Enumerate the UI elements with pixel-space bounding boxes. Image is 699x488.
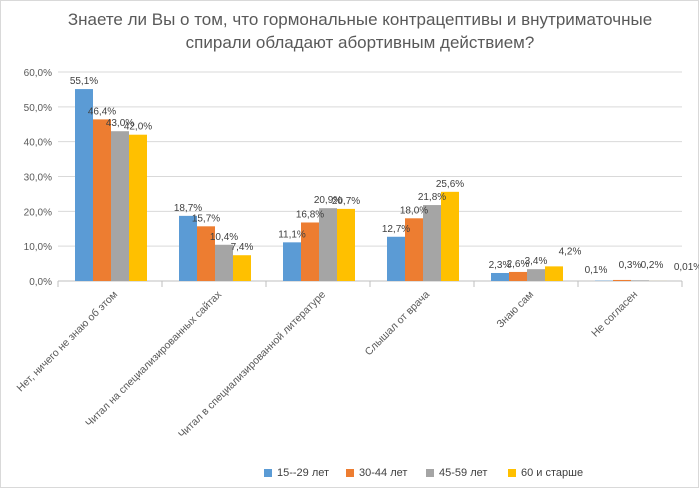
data-label: 55,1% — [70, 76, 98, 87]
y-tick-label: 60,0% — [24, 68, 52, 79]
bar — [545, 266, 563, 281]
legend-item: 60 и старше — [508, 466, 583, 480]
category-label: Знаю сам — [494, 289, 536, 331]
bar — [441, 191, 459, 281]
data-label: 46,4% — [88, 106, 116, 117]
data-label: 42,0% — [124, 122, 152, 133]
data-label: 3,4% — [525, 256, 548, 267]
bar — [423, 205, 441, 281]
legend-swatch — [426, 469, 434, 477]
data-label: 18,0% — [400, 205, 428, 216]
bar — [197, 226, 215, 281]
legend-label: 60 и старше — [521, 467, 584, 479]
bar — [387, 236, 405, 281]
data-label: 25,6% — [436, 179, 464, 190]
bar — [491, 272, 509, 281]
legend-swatch — [264, 469, 272, 477]
bar — [111, 131, 129, 281]
data-label: 2,3% — [489, 260, 512, 271]
legend-label: 15--29 лет — [277, 467, 330, 479]
bar — [215, 244, 233, 281]
data-label: 16,8% — [296, 209, 324, 220]
bar — [179, 215, 197, 281]
legend-label: 30-44 лет — [359, 467, 408, 479]
y-tick-label: 40,0% — [24, 138, 52, 149]
data-label: 20,7% — [332, 196, 360, 207]
category-label: Не согласен — [589, 289, 640, 340]
data-label: 4,2% — [559, 246, 582, 257]
bar — [631, 280, 649, 281]
bar — [337, 208, 355, 281]
data-label: 21,8% — [418, 192, 446, 203]
data-label: 18,7% — [174, 203, 202, 214]
data-label: 11,1% — [278, 229, 306, 240]
data-label: 12,7% — [382, 224, 410, 235]
data-label: 10,4% — [210, 232, 238, 243]
bar — [233, 255, 251, 281]
bar — [319, 208, 337, 281]
legend-swatch — [508, 469, 516, 477]
data-label: 0,3% — [619, 260, 642, 271]
data-label: 15,7% — [192, 213, 220, 224]
bar — [93, 119, 111, 281]
category-label: Нет, ничего не знаю об этом — [15, 289, 121, 395]
bar — [527, 269, 545, 281]
legend-item: 45-59 лет — [426, 466, 487, 480]
data-label: 7,4% — [231, 242, 254, 253]
data-label: 0,01% — [674, 262, 699, 273]
chart-legend: 15--29 лет 30-44 лет 45-59 лет 60 и старше — [0, 466, 699, 482]
bar — [301, 222, 319, 281]
data-label: 20,9% — [314, 195, 342, 206]
legend-item: 30-44 лет — [346, 466, 407, 480]
bar — [129, 134, 147, 281]
y-tick-label: 20,0% — [24, 207, 52, 218]
bar — [405, 218, 423, 281]
legend-label: 45-59 лет — [439, 467, 488, 479]
bar — [613, 279, 631, 281]
data-label: 43,0% — [106, 118, 134, 129]
y-tick-label: 0,0% — [29, 277, 52, 288]
y-tick-label: 10,0% — [24, 242, 52, 253]
chart-title: Знаете ли Вы о том, что гормональные кон… — [67, 10, 653, 52]
data-label: 2,6% — [507, 259, 530, 270]
category-label: Слышал от врача — [363, 289, 433, 359]
y-tick-label: 50,0% — [24, 103, 52, 114]
bar — [75, 89, 93, 282]
bar — [283, 242, 301, 281]
y-tick-label: 30,0% — [24, 173, 52, 184]
data-label: 0,1% — [585, 265, 608, 276]
data-label: 0,2% — [641, 260, 664, 271]
legend-item: 15--29 лет — [264, 466, 329, 480]
bar — [509, 271, 527, 281]
legend-swatch — [346, 469, 354, 477]
